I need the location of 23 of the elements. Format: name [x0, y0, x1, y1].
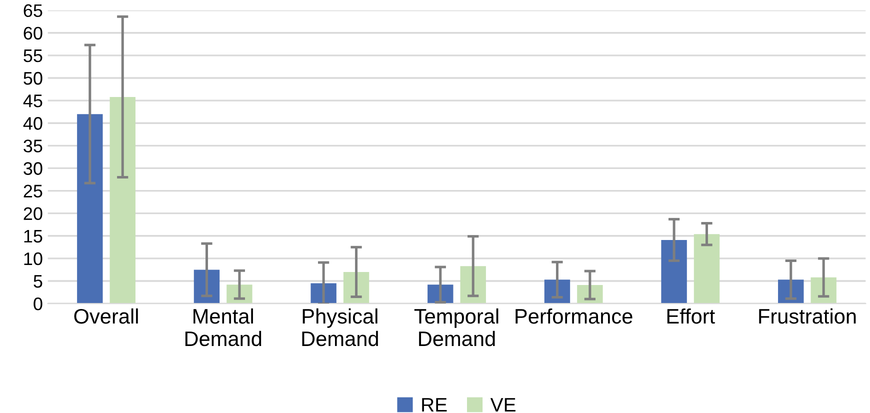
legend-label: RE: [422, 398, 447, 412]
y-tick-label: 10: [24, 252, 42, 266]
y-tick-label: 20: [24, 207, 42, 220]
x-tick-label: Temporal Demand: [414, 308, 498, 346]
x-tick-label: Frustration: [759, 308, 856, 324]
x-tick-label: Mental Demand: [185, 308, 262, 346]
y-tick-label: 65: [24, 4, 42, 18]
y-tick-label: 55: [24, 50, 42, 62]
x-tick-label: Performance: [516, 308, 632, 324]
legend-label: VE: [490, 398, 516, 412]
y-tick-label: 5: [34, 275, 42, 288]
y-tick-label: 0: [34, 297, 42, 310]
y-tick-label: 15: [24, 230, 42, 243]
y-tick-label: 45: [23, 94, 42, 108]
y-tick-label: 40: [23, 117, 42, 130]
x-tick-label: Physical Demand: [302, 308, 378, 346]
y-tick-label: 35: [24, 140, 42, 152]
y-tick-label: 25: [24, 184, 42, 198]
y-tick-label: 50: [24, 72, 42, 85]
y-tick-label: 60: [24, 26, 42, 40]
y-tick-label: 30: [24, 162, 42, 175]
x-tick-label: Overall: [74, 308, 138, 324]
x-tick-label: Effort: [667, 308, 715, 324]
